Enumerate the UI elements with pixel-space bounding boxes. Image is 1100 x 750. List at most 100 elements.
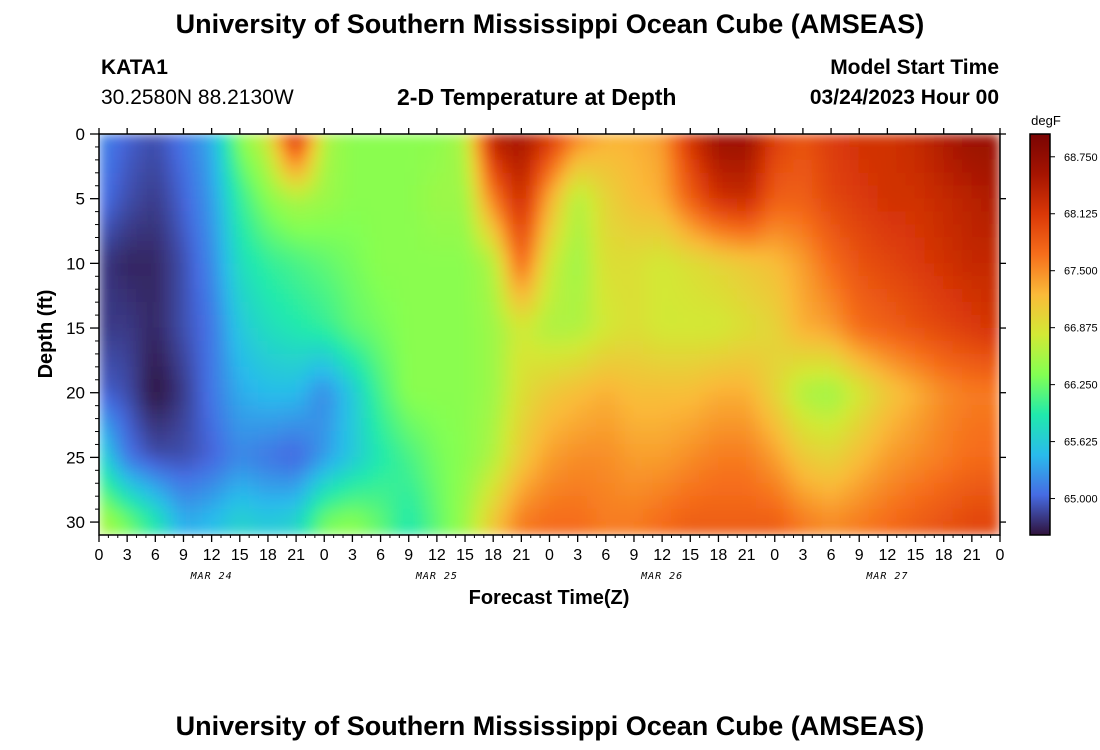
heatmap-cell <box>492 508 503 523</box>
heatmap-cell <box>399 263 410 277</box>
heatmap-cell <box>427 198 438 212</box>
heatmap-cell <box>192 211 203 225</box>
heatmap-cell <box>192 288 203 303</box>
footer-title: University of Southern Mississippi Ocean… <box>175 711 925 741</box>
heatmap-cell <box>915 327 926 342</box>
heatmap-cell <box>840 457 851 471</box>
heatmap-cell <box>990 366 1000 381</box>
heatmap-cell <box>840 314 851 329</box>
heatmap-cell <box>774 340 785 355</box>
heatmap-cell <box>868 172 879 187</box>
heatmap-cell <box>990 495 1000 510</box>
heatmap-cell <box>821 185 832 199</box>
heatmap-cell <box>896 366 907 381</box>
heatmap-cell <box>333 470 344 484</box>
heatmap-cell <box>680 288 691 303</box>
heatmap-cell <box>295 470 306 484</box>
heatmap-cell <box>230 418 241 432</box>
heatmap-cell <box>708 340 719 355</box>
heatmap-cell <box>840 288 851 303</box>
heatmap-cell <box>671 521 682 535</box>
heatmap-cell <box>230 495 241 510</box>
heatmap-cell <box>830 185 841 199</box>
heatmap-cell <box>258 288 269 303</box>
heatmap-cell <box>783 211 794 225</box>
heatmap-cell <box>201 172 212 187</box>
heatmap-cell <box>201 431 212 445</box>
heatmap-cell <box>492 379 503 394</box>
heatmap-cell <box>633 405 644 419</box>
heatmap-cell <box>99 327 109 342</box>
heatmap-cell <box>765 379 776 394</box>
heatmap-cell <box>530 353 541 368</box>
heatmap-cell <box>596 275 607 290</box>
heatmap-cell <box>680 275 691 290</box>
heatmap-cell <box>99 314 109 329</box>
heatmap-cell <box>549 405 560 419</box>
heatmap-cell <box>971 224 982 238</box>
x-tick-label: 3 <box>123 547 132 564</box>
heatmap-cell <box>868 508 879 523</box>
heatmap-cell <box>530 314 541 329</box>
heatmap-cell <box>680 379 691 394</box>
heatmap-cell <box>924 146 935 161</box>
heatmap-cell <box>680 470 691 484</box>
heatmap-cell <box>661 508 672 523</box>
heatmap-cell <box>943 211 954 225</box>
heatmap-cell <box>614 159 625 174</box>
heatmap-cell <box>943 314 954 329</box>
heatmap-cell <box>267 418 278 432</box>
heatmap-cell <box>934 275 944 290</box>
heatmap-cell <box>689 366 700 381</box>
heatmap-cell <box>689 405 700 419</box>
heatmap-cell <box>652 134 663 148</box>
heatmap-cell <box>821 211 832 225</box>
heatmap-cell <box>436 237 447 251</box>
heatmap-cell <box>802 482 813 497</box>
heatmap-cell <box>980 146 991 161</box>
heatmap-cell <box>765 495 776 510</box>
heatmap-cell <box>211 418 222 432</box>
heatmap-cell <box>258 185 269 199</box>
heatmap-cell <box>436 275 447 290</box>
heatmap-cell <box>192 470 203 484</box>
heatmap-cell <box>689 327 700 342</box>
heatmap-cell <box>708 211 719 225</box>
heatmap-cell <box>333 237 344 251</box>
heatmap-cell <box>755 327 766 342</box>
heatmap-cell <box>614 327 625 342</box>
heatmap-cell <box>399 444 410 458</box>
heatmap-cell <box>558 444 569 458</box>
heatmap-cell <box>765 418 776 432</box>
heatmap-cell <box>492 444 503 458</box>
heatmap-cell <box>427 431 438 445</box>
heatmap-cell <box>511 521 522 535</box>
heatmap-cell <box>108 159 119 174</box>
heatmap-cell <box>671 405 682 419</box>
heatmap-cell <box>746 211 757 225</box>
heatmap-cell <box>840 224 851 238</box>
heatmap-cell <box>605 134 616 148</box>
heatmap-cell <box>201 224 212 238</box>
heatmap-cell <box>596 444 607 458</box>
heatmap-cell <box>727 340 738 355</box>
heatmap-cell <box>915 263 926 277</box>
heatmap-cell <box>183 327 194 342</box>
heatmap-cell <box>248 340 259 355</box>
heatmap-cell <box>427 405 438 419</box>
heatmap-cell <box>736 185 747 199</box>
heatmap-cell <box>905 159 916 174</box>
heatmap-cell <box>539 211 550 225</box>
heatmap-cell <box>155 159 165 174</box>
heatmap-cell <box>539 237 550 251</box>
heatmap-cell <box>858 431 869 445</box>
heatmap-cell <box>239 250 250 264</box>
heatmap-cell <box>811 185 822 199</box>
heatmap-cell <box>821 470 832 484</box>
heatmap-cell <box>718 275 729 290</box>
heatmap-cell <box>577 353 588 368</box>
heatmap-cell <box>755 172 766 187</box>
heatmap-cell <box>389 146 400 161</box>
heatmap-cell <box>671 134 682 148</box>
heatmap-cell <box>539 185 550 199</box>
